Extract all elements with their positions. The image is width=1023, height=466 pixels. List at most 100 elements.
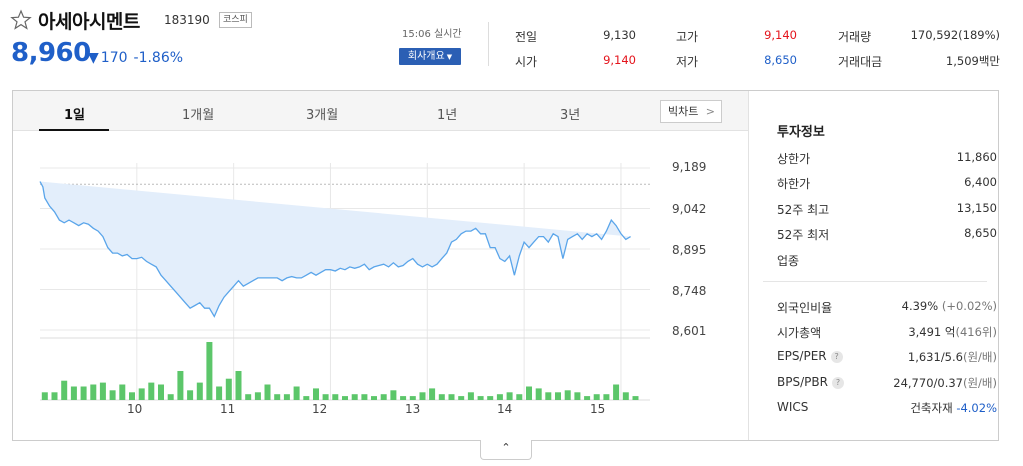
volume-bar <box>506 392 513 400</box>
invest-info-title: 투자정보 <box>777 125 825 140</box>
volume-bar <box>274 394 281 400</box>
volume-bar <box>264 384 271 400</box>
y-tick: 8,895 <box>672 243 707 257</box>
volume-bar <box>167 394 174 400</box>
volume-bar <box>303 396 310 400</box>
volume-bar <box>535 388 542 400</box>
y-tick: 8,748 <box>672 284 707 298</box>
volume-bar <box>496 394 503 400</box>
volume-bar <box>574 392 581 400</box>
volume-bar <box>458 396 465 400</box>
volume-bar <box>138 388 145 400</box>
volume-bar <box>613 384 620 400</box>
tab-3month[interactable]: 3개월 <box>306 108 339 123</box>
period-tabs <box>13 91 748 131</box>
volume-bar <box>293 386 300 400</box>
volume-bar <box>390 390 397 400</box>
volume-bar <box>545 392 552 400</box>
volume-bar <box>119 384 126 400</box>
volume-bar <box>225 378 232 400</box>
volume-bar <box>467 392 474 400</box>
x-tick: 11 <box>220 402 236 416</box>
help-icon[interactable]: ? <box>830 351 843 363</box>
volume-bar <box>409 396 416 400</box>
volume-bar <box>555 392 561 400</box>
volume-bar <box>322 394 329 400</box>
foreign-ratio-change: (+0.02%) <box>941 299 997 313</box>
eps-per-label: EPS/PER? <box>777 349 843 363</box>
volume-bar <box>516 394 523 400</box>
volume-bar <box>148 382 155 400</box>
eps-per-number: 1,631/5.6 <box>907 350 963 364</box>
volume-bar <box>313 388 319 400</box>
x-tick: 10 <box>127 402 143 416</box>
bps-pbr-unit: (원/배) <box>962 376 997 390</box>
market-cap-number: 3,491 억 <box>908 325 956 339</box>
quote-value-volume: 170,592(189%) <box>910 28 1000 42</box>
upper-limit-value: 11,860 <box>956 150 997 164</box>
52w-low-label: 52주 최저 <box>777 228 830 242</box>
volume-bar <box>342 396 348 400</box>
volume-bar <box>196 382 203 400</box>
price-line <box>39 181 631 318</box>
chevron-right-icon: > <box>705 105 715 118</box>
stock-code: 183190 <box>164 13 210 27</box>
lower-limit-value: 6,400 <box>964 175 997 189</box>
quote-label-amount: 거래대금 <box>838 55 883 69</box>
change-amount: 170 <box>100 50 128 66</box>
tab-3year[interactable]: 3년 <box>560 108 581 123</box>
big-chart-button[interactable]: 빅차트 > <box>660 100 722 123</box>
52w-low-value: 8,650 <box>964 226 997 240</box>
company-overview-button[interactable]: 회사개요 ▼ <box>399 48 461 65</box>
52w-high-value: 13,150 <box>956 201 997 215</box>
company-overview-label: 회사개요 <box>407 51 445 62</box>
volume-bar <box>429 388 436 400</box>
volume-bar <box>90 384 97 400</box>
lower-limit-label: 하한가 <box>777 177 811 191</box>
wics-sector[interactable]: 건축자재 <box>910 401 953 415</box>
section-divider <box>763 281 987 282</box>
x-tick: 15 <box>590 402 606 416</box>
tab-1day[interactable]: 1일 <box>64 108 86 123</box>
y-tick: 9,042 <box>672 202 707 216</box>
volume-bar <box>564 390 571 400</box>
volume-bar <box>603 394 610 400</box>
panel-divider <box>748 91 749 440</box>
quote-label-prev: 전일 <box>515 30 538 44</box>
tab-1month[interactable]: 1개월 <box>182 108 215 123</box>
volume-bar <box>584 396 591 400</box>
star-icon[interactable] <box>10 9 32 31</box>
chevron-up-icon: ⌃ <box>501 441 511 454</box>
volume-bar <box>158 384 164 400</box>
volume-bar <box>216 386 223 400</box>
quote-value-low: 8,650 <box>764 53 797 67</box>
market-badge: 코스피 <box>219 12 252 28</box>
volume-bar <box>80 386 87 400</box>
quote-label-low: 저가 <box>676 55 699 69</box>
volume-bar <box>187 390 194 400</box>
volume-bar <box>129 392 135 400</box>
realtime-label: 15:06 실시간 <box>402 29 462 40</box>
y-tick: 8,601 <box>672 324 707 338</box>
caret-down-icon: ▼ <box>446 53 453 61</box>
x-tick: 12 <box>312 402 328 416</box>
bps-pbr-number: 24,770/0.37 <box>893 376 963 390</box>
bps-pbr-value: 24,770/0.37(원/배) <box>893 375 997 391</box>
collapse-button[interactable]: ⌃ <box>480 440 532 460</box>
quote-label-open: 시가 <box>515 55 538 69</box>
quote-value-prev: 9,130 <box>603 28 636 42</box>
market-cap-label: 시가총액 <box>777 326 822 340</box>
sector-label: 업종 <box>777 254 800 268</box>
price-area <box>40 181 631 317</box>
foreign-ratio-label: 외국인비율 <box>777 301 833 315</box>
help-icon[interactable]: ? <box>831 377 844 389</box>
change-percent: -1.86% <box>133 50 184 66</box>
52w-high-label: 52주 최고 <box>777 203 830 217</box>
volume-bar <box>400 396 407 400</box>
foreign-ratio-number: 4.39% <box>901 299 939 313</box>
upper-limit-label: 상한가 <box>777 152 811 166</box>
tab-1year[interactable]: 1년 <box>437 108 458 123</box>
volume-bar <box>51 392 58 400</box>
wics-value[interactable]: 건축자재 -4.02% <box>910 400 997 416</box>
volume-bar <box>41 392 48 400</box>
